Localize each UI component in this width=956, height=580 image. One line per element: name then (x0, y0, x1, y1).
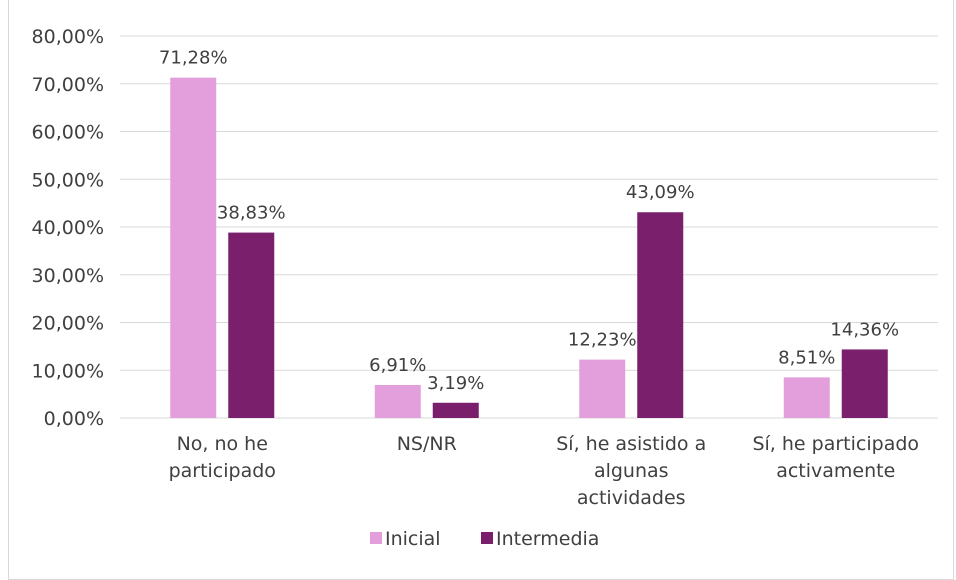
x-tick-label: Sí, he asistido a algunas actividades (556, 433, 706, 509)
data-label: 12,23% (568, 330, 637, 351)
x-tick-label: No, no he participado (169, 433, 276, 482)
data-label: 8,51% (778, 347, 835, 368)
bars (170, 77, 888, 418)
bar-intermedia (228, 232, 275, 418)
data-label: 38,83% (217, 203, 286, 224)
data-label: 3,19% (427, 373, 484, 394)
bar-inicial (579, 359, 626, 418)
bar-intermedia (841, 349, 888, 418)
y-tick-label: 30,00% (32, 265, 104, 287)
legend-label: Intermedia (496, 528, 599, 550)
y-tick-label: 40,00% (32, 217, 104, 239)
data-label: 71,28% (159, 48, 228, 69)
legend: Inicial Intermedia (370, 528, 599, 550)
y-tick-label: 50,00% (32, 169, 104, 191)
legend-swatch (370, 532, 382, 544)
data-label: 6,91% (369, 355, 426, 376)
y-axis-ticks: 0,00% 10,00% 20,00% 30,00% 40,00% 50,00% 60,00… (32, 26, 104, 430)
legend-swatch (481, 532, 493, 544)
x-tick-label: NS/NR (397, 433, 457, 455)
bar-intermedia (637, 212, 684, 418)
data-label: 14,36% (830, 319, 899, 340)
y-tick-label: 0,00% (44, 408, 104, 430)
x-axis-ticks: No, no he participado NS/NR Sí, he asistido… (169, 433, 919, 509)
y-tick-label: 60,00% (32, 122, 104, 144)
x-tick-label: Sí, he participado activamente (752, 433, 919, 482)
data-labels: 71,28% 6,91% 12,23% 8,51% 38,83% 3,19% 43,09% 1… (159, 48, 899, 394)
bar-inicial (170, 77, 217, 418)
y-tick-label: 70,00% (32, 74, 104, 96)
bar-inicial (783, 377, 830, 418)
legend-label: Inicial (385, 528, 441, 550)
data-label: 43,09% (626, 182, 695, 203)
bar-intermedia (432, 402, 479, 418)
y-tick-label: 80,00% (32, 26, 104, 48)
bar-inicial (374, 385, 421, 418)
y-tick-label: 20,00% (32, 313, 104, 335)
y-tick-label: 10,00% (32, 360, 104, 382)
chart-frame (8, 0, 954, 580)
